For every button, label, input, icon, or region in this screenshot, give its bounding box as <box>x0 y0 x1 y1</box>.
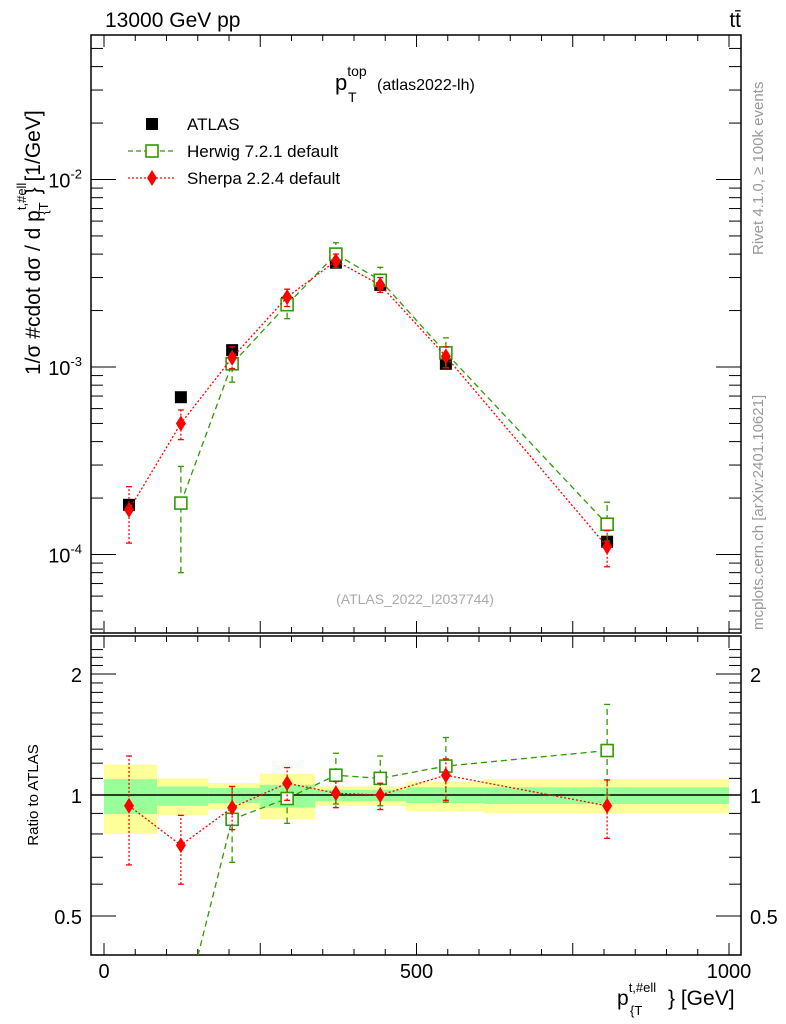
mcplots-label: mcplots.cern.ch [arXiv:2401.10621] <box>750 395 767 630</box>
ratio-point <box>600 743 614 758</box>
y-tick-exp: -3 <box>70 354 82 369</box>
xlabel-sub: {T <box>630 1003 642 1018</box>
ratio-y-tick-label: 1 <box>71 786 82 808</box>
y-tick-base: 10 <box>48 171 70 193</box>
title-suffix: (atlas2022-lh) <box>377 77 475 94</box>
x-tick-label: 500 <box>400 961 433 983</box>
xlabel-sup: t,#ell <box>629 980 657 995</box>
main-point <box>375 276 386 293</box>
ylabel-main: 1/σ #cdot dσ / d p <box>22 210 45 375</box>
legend-marker <box>146 118 158 130</box>
ratio-point <box>375 787 386 803</box>
ratio-y-tick-label: 0.5 <box>54 907 82 929</box>
main-line-1 <box>180 253 608 525</box>
main-point <box>174 496 188 510</box>
legend-marker <box>145 144 159 158</box>
main-point <box>602 538 613 555</box>
title-sub: T <box>348 89 357 105</box>
legend-marker <box>147 170 157 186</box>
main-point <box>124 501 134 518</box>
ratio-point <box>329 768 343 783</box>
ratio-y-tick-label-right: 2 <box>750 665 761 687</box>
ylabel-sub: {T <box>36 202 51 214</box>
ratio-point <box>175 837 186 854</box>
ratio-point <box>124 797 134 814</box>
xlabel-suffix: } [GeV] <box>668 987 735 1010</box>
main-point <box>174 391 187 404</box>
x-tick-label: 0 <box>98 961 109 983</box>
header-process: 13000 GeV pp <box>105 9 240 32</box>
ratio-series <box>124 703 614 955</box>
watermark: (ATLAS_2022_I2037744) <box>336 591 494 607</box>
header-final-state: tt̄ <box>729 9 741 32</box>
ratio-point <box>602 797 613 814</box>
y-tick-exp: -4 <box>70 542 82 557</box>
y-tick-base: 10 <box>48 358 70 380</box>
y-tick-base: 10 <box>48 546 70 568</box>
main-point <box>282 289 293 306</box>
x-tick-label: 1000 <box>707 961 752 983</box>
ratio-point <box>330 785 341 802</box>
title-sup: top <box>347 63 367 79</box>
ratio-point <box>440 767 451 784</box>
y-axis-label: 1/σ #cdot dσ / d pt,#ell {T } [1/GeV] <box>14 110 51 375</box>
main-line-2 <box>128 260 608 548</box>
ratio-point <box>227 799 238 816</box>
y-tick-label: 10-3 <box>48 354 82 380</box>
legend-label: ATLAS <box>187 115 240 134</box>
ratio-y-tick-label-right: 0.5 <box>750 907 778 929</box>
x-axis-label: pt,#ell {T } [GeV] <box>617 980 735 1018</box>
xlabel-main: p <box>617 987 629 1010</box>
ratio-y-axis-label: Ratio to ATLAS <box>25 744 42 845</box>
ratio-panel: 2 2 1 1 0.5 0.5 0 500 1000 Ratio to ATLAS pt,#ell {… <box>25 635 778 1018</box>
legend-label: Herwig 7.2.1 default <box>187 142 338 161</box>
main-point <box>440 348 451 365</box>
main-series <box>123 242 614 574</box>
main-point <box>600 517 614 532</box>
y-tick-exp: -2 <box>70 167 82 182</box>
main-point <box>175 415 186 432</box>
title-p: p <box>335 70 347 95</box>
ylabel-suffix: } [1/GeV] <box>22 110 45 194</box>
main-point <box>227 349 238 366</box>
ylabel-sup: t,#ell <box>14 183 29 211</box>
plot-title: ptop T (atlas2022-lh) <box>335 63 475 105</box>
legend-label: Sherpa 2.2.4 default <box>187 169 340 188</box>
ratio-y-tick-label-right: 1 <box>750 786 761 808</box>
ratio-line-2 <box>128 774 608 847</box>
y-tick-label: 10-2 <box>48 167 82 193</box>
uncertainty-band-green <box>157 786 209 806</box>
ratio-y-tick-label: 2 <box>71 665 82 687</box>
y-tick-label: 10-4 <box>48 542 82 568</box>
main-point <box>330 252 341 269</box>
rivet-label: Rivet 4.1.0, ≥ 100k events <box>750 82 767 255</box>
ratio-point <box>282 775 293 792</box>
